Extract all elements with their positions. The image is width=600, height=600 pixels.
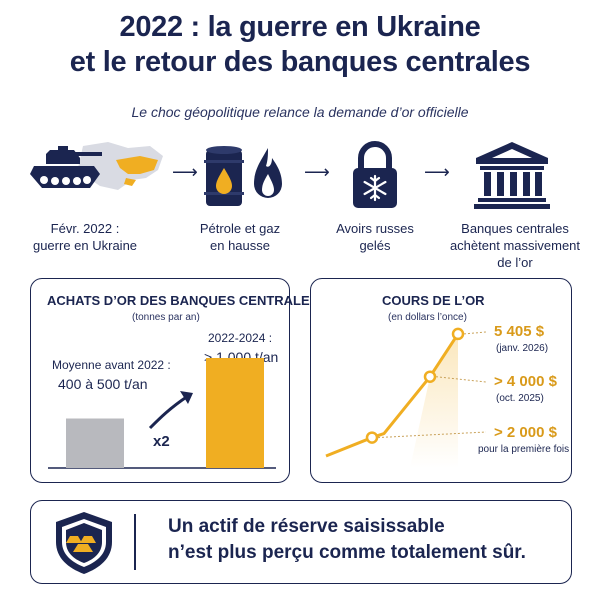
conclusion-text: Un actif de réserve saisissable n’est pl… <box>168 514 526 566</box>
bar-0 <box>66 418 124 468</box>
flow-step-energy-label: Pétrole et gaz en hausse <box>199 221 281 253</box>
title-line-2: et le retour des banques centrales <box>69 46 531 78</box>
gold-purchases-title: ACHATS D’OR DES BANQUES CENTRALES <box>47 293 319 308</box>
flow-arrow-2: ⟶ <box>304 162 330 182</box>
flow-step-war-label: Févr. 2022 : guerre en Ukraine <box>32 221 138 253</box>
before-2022-label: Moyenne avant 2022 : <box>52 358 171 372</box>
price-date-1: (janv. 2026) <box>496 343 549 354</box>
price-point-0 <box>365 431 379 444</box>
bar-1 <box>206 358 264 468</box>
price-area-fill <box>410 333 458 468</box>
conclusion-line-2: n’est plus perçu comme totalement sûr. <box>168 542 526 563</box>
gold-purchases-subtitle: (tonnes par an) <box>132 312 200 323</box>
flow-arrow-1: ⟶ <box>172 162 198 182</box>
flow-arrow-3: ⟶ <box>424 162 450 182</box>
after-2022-label: 2022-2024 : <box>208 331 273 345</box>
flow-step-banks-label: Banques centrales achètent massivement d… <box>449 221 581 270</box>
price-date-3: pour la première fois <box>478 444 570 455</box>
multiplier-label: x2 <box>153 433 170 450</box>
gold-purchases-bar-chart <box>48 358 276 469</box>
tank-map-icon <box>30 142 163 190</box>
price-date-2: (oct. 2025) <box>496 393 544 404</box>
price-point-2 <box>451 327 465 341</box>
conclusion-line-1: Un actif de réserve saisissable <box>168 516 445 537</box>
gold-price-subtitle: (en dollars l’once) <box>388 312 467 323</box>
gold-price-title: COURS DE L’OR <box>382 293 485 308</box>
bank-icon <box>474 142 550 209</box>
price-point-1 <box>423 370 437 383</box>
price-value-2: > 4 000 $ <box>494 373 557 390</box>
title-line-1: 2022 : la guerre en Ukraine <box>119 11 481 43</box>
oil-gas-icon <box>204 146 282 206</box>
growth-arrow <box>148 394 189 430</box>
gold-price-line-chart <box>325 327 487 468</box>
shield-gold-icon <box>56 512 112 574</box>
price-value-3: > 2 000 $ <box>494 424 557 441</box>
growth-arrow-head <box>180 391 193 404</box>
before-2022-value: 400 à 500 t/an <box>58 376 148 392</box>
padlock-snowflake-icon <box>353 141 397 208</box>
page-title: 2022 : la guerre en Ukraine et le retour… <box>0 10 600 80</box>
footer-divider <box>134 514 136 570</box>
price-leader-2 <box>463 331 487 335</box>
page-subtitle: Le choc géopolitique relance la demande … <box>131 104 469 120</box>
price-value-1: 5 405 $ <box>494 323 545 340</box>
flow-step-frozen-label: Avoirs russes gelés <box>336 221 414 253</box>
price-leader-1 <box>435 376 487 383</box>
price-line <box>325 333 460 458</box>
conclusion-box <box>30 500 572 584</box>
